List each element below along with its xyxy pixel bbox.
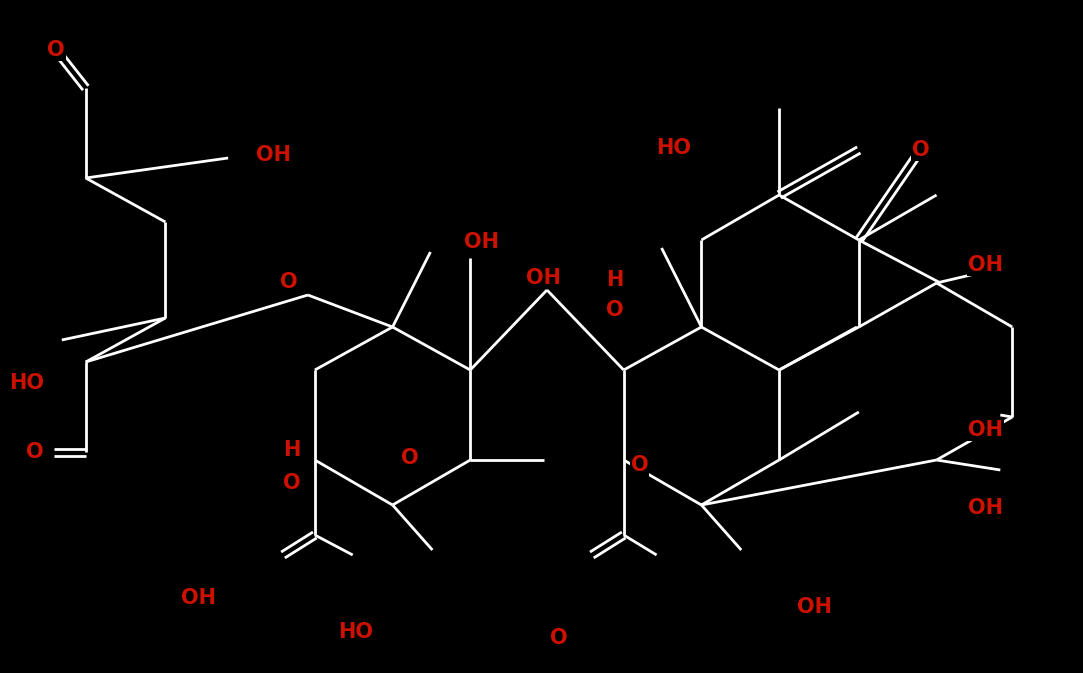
Text: OH: OH (968, 498, 1003, 518)
Text: O: O (630, 455, 649, 475)
Text: OH: OH (181, 588, 217, 608)
Text: O: O (606, 300, 624, 320)
Text: OH: OH (465, 232, 499, 252)
Text: OH: OH (968, 255, 1003, 275)
Text: H: H (606, 270, 624, 290)
Text: O: O (280, 272, 298, 292)
Text: O: O (26, 442, 43, 462)
Text: OH: OH (526, 268, 561, 288)
Text: O: O (912, 140, 929, 160)
Text: O: O (401, 448, 418, 468)
Text: HO: HO (338, 622, 373, 642)
Text: O: O (550, 628, 567, 648)
Text: O: O (284, 473, 301, 493)
Text: HO: HO (9, 373, 43, 393)
Text: OH: OH (968, 420, 1003, 440)
Text: HO: HO (656, 138, 691, 158)
Text: OH: OH (797, 597, 832, 617)
Text: OH: OH (256, 145, 291, 165)
Text: H: H (284, 440, 301, 460)
Text: O: O (47, 40, 65, 60)
